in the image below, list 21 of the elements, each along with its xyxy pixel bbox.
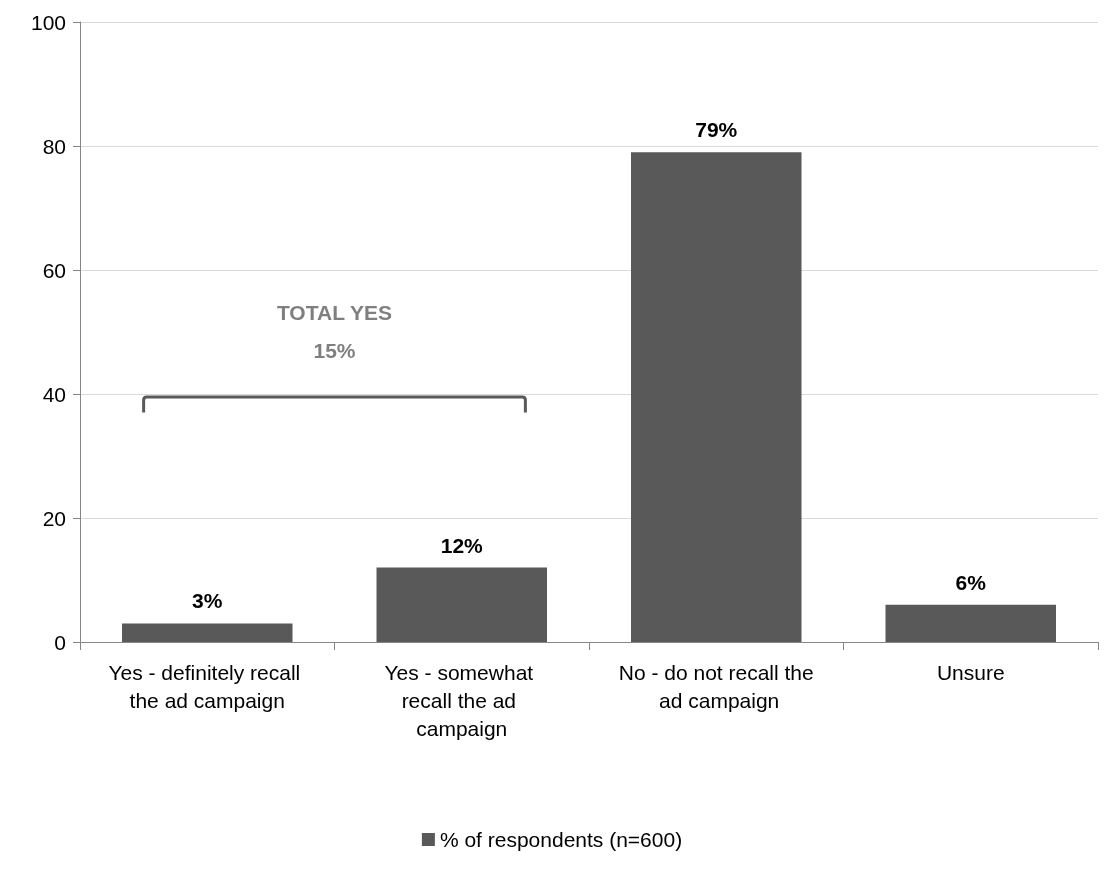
x-tick-label: Unsure: [936, 660, 1005, 684]
y-tick-label: 100: [30, 10, 66, 34]
y-tick-label: 40: [42, 382, 66, 406]
bar: [376, 567, 548, 642]
y-tick-label: 60: [42, 258, 66, 282]
x-tick-label: No - do not recall the ad campaign: [618, 660, 814, 712]
y-tick-label: 20: [42, 506, 66, 530]
bar: [885, 604, 1057, 642]
data-label: 6%: [955, 570, 987, 594]
legend-label: % of respondents (n=600): [439, 828, 683, 851]
x-tick-label: Yes - somewhat recall the ad campaign: [384, 660, 539, 740]
x-tick-label: Yes - definitely recall the ad campaign: [108, 660, 307, 712]
y-tick-label: 0: [54, 630, 66, 654]
bar: [630, 152, 802, 642]
data-label: 3%: [192, 589, 223, 613]
y-tick-label: 80: [42, 134, 66, 158]
bar: [121, 623, 293, 642]
data-label: 79%: [695, 118, 738, 142]
annotation: TOTAL YES: [276, 300, 393, 324]
data-label: 12%: [440, 533, 484, 557]
annotation: 15%: [313, 338, 356, 362]
